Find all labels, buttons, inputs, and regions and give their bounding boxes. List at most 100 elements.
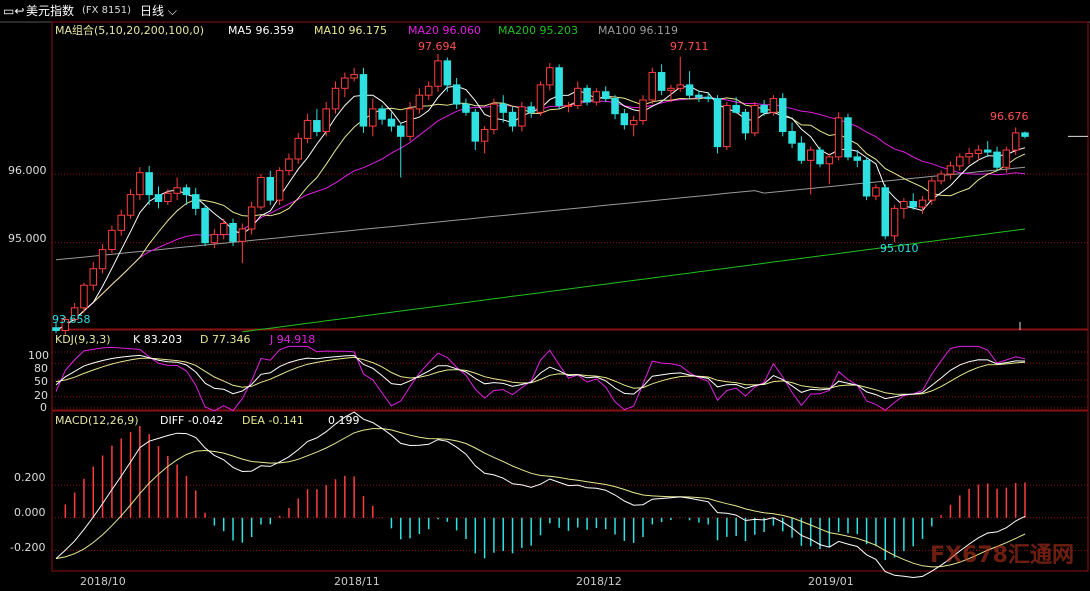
candle [480,128,489,142]
candle [881,187,890,237]
y-label-kdj: 50 [34,375,48,388]
ma20-label: MA20 96.060 [408,24,481,37]
candle [285,158,293,172]
candle [471,111,480,142]
watermark-logo: FX678汇通网 [930,543,1074,568]
candle [601,91,610,100]
candle [583,87,591,103]
candle [778,98,787,133]
candle [294,137,303,160]
candle [965,152,973,158]
candle [378,108,386,120]
candle [322,108,330,133]
macd-dea-line [55,428,1026,568]
candle [853,156,862,161]
instrument-code: (FX 8151) [82,5,132,16]
candle [527,106,535,113]
start-low-annotation: 93.658 [52,313,91,326]
candle [536,84,545,113]
x-label: 2018/10 [80,575,126,588]
candle [126,194,135,216]
candle [61,319,70,331]
candle [136,172,144,196]
kdj-panel-frame [51,329,1089,411]
candle [732,104,740,113]
candle [667,87,675,91]
candle [369,108,377,127]
candle [210,233,219,244]
candle [406,108,414,137]
ma200-line [242,228,1026,333]
candle [434,60,442,87]
candle [741,111,750,134]
candle [592,91,601,103]
candle [564,104,573,107]
candle [639,99,647,122]
candle [499,103,507,113]
ma-group-label[interactable]: MA组合(5,10,20,200,100,0) [55,24,205,37]
candle [117,214,125,231]
candle [713,98,722,148]
ma200-label: MA200 95.203 [498,24,578,37]
y-label-kdj: 80 [34,362,48,375]
back-icon[interactable]: ▭↩ [3,4,25,18]
candle [760,104,768,113]
candle [1021,132,1029,137]
y-label-kdj: 0 [40,401,47,414]
candle [890,207,899,237]
candle [275,170,284,201]
kdj-label[interactable]: KDJ(9,3,3) [55,333,111,346]
chevron-down-icon: ⌵ [167,4,177,18]
macd-diff-label: DIFF -0.042 [160,414,224,427]
macd-diff-line [55,411,1026,579]
x-label: 2018/12 [576,575,622,588]
low-annotation: 95.010 [880,242,919,255]
macd-label[interactable]: MACD(12,26,9) [55,414,139,427]
y-label-macd: 0.000 [14,506,46,519]
candle [918,199,927,208]
candle [80,284,88,309]
x-label: 2018/11 [334,575,380,588]
candle [1002,149,1011,168]
macd-value-label: 0.199 [328,414,360,427]
candle [788,131,796,144]
candle [574,87,582,106]
candle [769,98,778,113]
candle [424,85,433,96]
x-label: 2019/01 [808,575,854,588]
candle [98,249,107,270]
candle [1011,132,1020,151]
kdj-j-line [55,345,1026,412]
candle [983,149,992,153]
candle [396,125,405,137]
candle [909,201,917,208]
candle [546,67,554,86]
macd-panel-frame [51,410,1089,572]
candle [164,192,172,203]
candle [862,159,871,197]
title-bar: ▭↩ 美元指数 (FX 8151) 日线 ⌵ [0,0,1090,22]
candle [629,120,638,126]
candle [555,67,563,106]
candle [974,149,983,154]
candle [173,187,181,194]
candle [462,103,470,113]
candle [219,222,228,235]
kdj-d-label: D 77.346 [200,333,251,346]
candle [993,151,1001,168]
candle [154,194,163,203]
period-selector[interactable]: 日线 ⌵ [140,4,177,18]
candle [350,74,358,79]
candle [303,120,312,139]
candle [341,77,349,89]
candle [518,106,526,127]
candle [946,165,955,175]
candle [685,84,694,96]
candle [648,72,657,101]
candle [257,177,265,208]
candle [872,187,880,197]
kdj-k-line [55,354,1026,400]
last-annotation: 96.676 [990,110,1029,123]
instrument-name: 美元指数 [26,4,75,18]
